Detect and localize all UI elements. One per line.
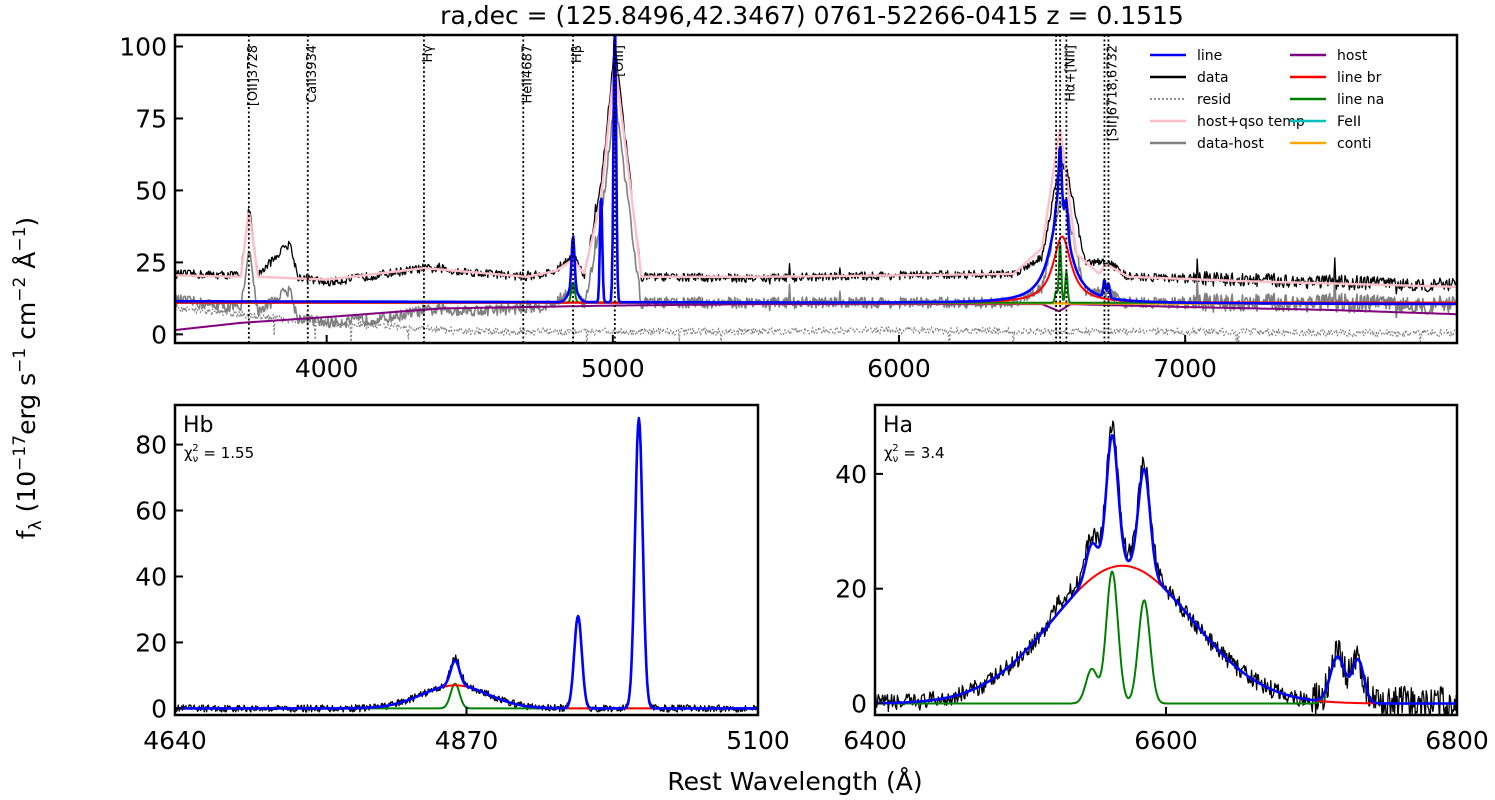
marker-label-h: Hβ [570,45,585,63]
marker-label-heii4687: HeII4687 [520,45,535,104]
ha-frame [873,403,1459,717]
marker-label-sii-6718-6732: [SII]6718,6732 [1105,45,1120,141]
full-spectrum-ytick-label: 25 [135,248,167,277]
hb-xtick-label: 4640 [143,726,207,755]
series-line [175,35,1457,306]
hb-frame [173,403,760,717]
ha-panel-name: Ha [883,413,913,438]
full-spectrum-panel: [OII]3728 CaII3934 Hγ HeII4687 Hβ [OIII] Hα+[N… [119,33,1459,383]
full-spectrum-ytick-label: 50 [135,176,167,205]
legend-label-host: host [1337,48,1368,64]
series-data-host [175,99,1457,329]
series-data [175,48,1457,295]
full-spectrum-xtick-label: 6000 [867,354,931,383]
ha-panel: 6400 6600 6800 0 20 40 Ha χν2 = 3.4 [835,403,1489,755]
full-spectrum-xtick-label: 4000 [295,354,359,383]
marker-label-oii-3728: [OII]3728 [246,45,261,106]
hb-series-data [175,416,758,713]
hb-ytick-label: 80 [135,431,167,460]
legend-label-line-br: line br [1337,70,1382,86]
x-axis-label: Rest Wavelength (Å) [667,767,922,796]
ha-chi-square: χν2 = 3.4 [884,443,945,465]
legend-label-feii: FeII [1337,114,1361,130]
legend-label-line-na: line na [1337,92,1384,108]
hb-ytick-label: 60 [135,497,167,526]
legend-label-data: data [1197,70,1229,86]
full-spectrum-ytick-label: 100 [119,33,167,62]
legend-label-conti: conti [1337,136,1372,152]
hb-xtick-label: 4870 [435,726,499,755]
marker-label-h: Hγ [421,45,436,63]
full-spectrum-frame [173,33,1459,345]
series-line-br [175,235,1457,304]
ha-xtick-label: 6400 [843,726,907,755]
hb-series-line [175,416,758,710]
hb-panel: 4640 4870 5100 0 20 40 60 80 Hb χν2 = 1.55 [135,403,790,755]
hb-xtick-label: 5100 [726,726,790,755]
ha-series-data [875,420,1457,715]
legend-label-resid: resid [1197,92,1231,108]
hb-series-line-br [175,684,758,710]
ha-ytick-label: 40 [835,460,867,489]
hb-panel-name: Hb [183,413,214,438]
series-host-qso-temp [175,62,1457,289]
ha-series-line [875,433,1457,705]
full-spectrum-ytick-label: 0 [151,320,167,349]
series-host [175,303,1457,331]
figure-title: ra,dec = (125.8496,42.3467) 0761-52266-0… [440,1,1184,30]
series-resid [175,304,1457,343]
marker-label-h-nii: Hα+[NII] [1063,45,1078,102]
ha-ytick-label: 0 [851,690,867,719]
hb-ytick-label: 20 [135,628,167,657]
hb-ytick-label: 0 [151,694,167,723]
full-spectrum-xtick-label: 7000 [1153,354,1217,383]
legend-label-data-host: data-host [1197,136,1264,152]
full-spectrum-ytick-label: 75 [135,104,167,133]
legend: line data resid host+qso temp data-host host l… [1150,48,1384,152]
legend-label-line: line [1197,48,1222,64]
marker-label-oiii: [OIII] [612,45,627,77]
ha-xtick-label: 6800 [1425,726,1489,755]
marker-label-caii3934: CaII3934 [305,45,320,103]
hb-ytick-label: 40 [135,562,167,591]
y-axis-label: fλ (10−17erg s−1 cm−2 Å−1) [10,217,46,539]
hb-chi-square: χν2 = 1.55 [184,443,254,465]
ha-xtick-label: 6600 [1134,726,1198,755]
ha-ytick-label: 20 [835,575,867,604]
full-spectrum-xtick-label: 5000 [581,354,645,383]
legend-label-host-qso-temp: host+qso temp [1197,114,1305,130]
